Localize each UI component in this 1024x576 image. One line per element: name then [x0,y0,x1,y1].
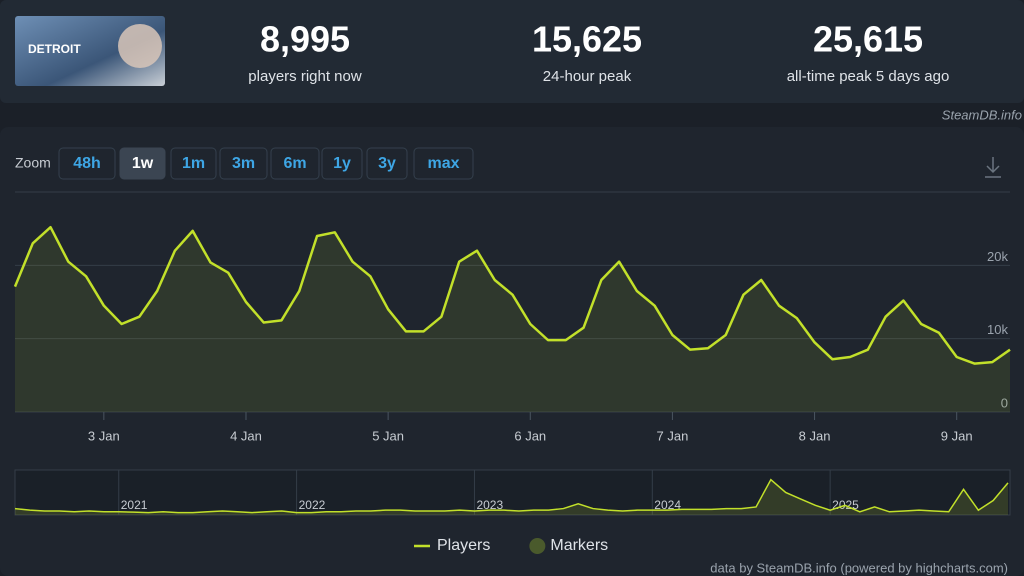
credit: data by SteamDB.info (powered by highcha… [710,560,1008,575]
stat-value: 8,995 [260,19,350,60]
navigator-area [15,479,1008,515]
year-label: 2023 [476,498,503,512]
year-label: 2021 [121,498,148,512]
stat-value: 15,625 [532,19,642,60]
zoom-button[interactable]: 6m [270,147,320,180]
zoom-button-bg [270,147,320,180]
zoom-button-label: 48h [73,155,101,172]
y-tick-label: 10k [987,322,1008,337]
zoom-button-label: 6m [283,155,306,172]
navigator [14,469,1011,516]
zoom-button-label: 1y [333,155,351,172]
x-tick-label: 9 Jan [941,428,973,443]
download-button[interactable] [985,157,1001,178]
y-tick-label: 20k [987,249,1008,264]
chart-panel [0,127,1024,576]
stat-label: all-time peak 5 days ago [787,68,950,85]
zoom-button[interactable]: 1w [119,147,166,180]
year-label: 2024 [654,498,681,512]
face-art [118,24,162,68]
zoom-button[interactable]: max [413,147,474,180]
zoom-button-bg [170,147,217,180]
zoom-button-label: 3m [232,155,255,172]
stat-label: players right now [248,68,362,85]
x-tick-label: 4 Jan [230,428,262,443]
y-tick-label: 0 [1001,395,1008,410]
zoom-button-bg [321,147,363,180]
zoom-button-bg [58,147,116,180]
zoom-label: Zoom [15,155,51,171]
zoom-button[interactable]: 1y [321,147,363,180]
zoom-button[interactable]: 48h [58,147,116,180]
zoom-button[interactable]: 1m [170,147,217,180]
year-label: 2022 [299,498,326,512]
x-tick-label: 7 Jan [657,428,689,443]
legend-item[interactable]: Markers [529,537,608,554]
header-panel [0,0,1024,103]
zoom-button-label: max [427,155,459,172]
x-tick-label: 8 Jan [799,428,831,443]
zoom-button[interactable]: 3m [219,147,268,180]
legend-item[interactable]: Players [414,537,490,554]
zoom-button-label: 1m [182,155,205,172]
x-tick-label: 5 Jan [372,428,404,443]
legend-swatch [529,538,546,554]
zoom-button-bg [366,147,408,180]
series-area [15,227,1010,412]
x-tick-label: 6 Jan [514,428,546,443]
zoom-button-label: 1w [132,155,154,172]
source: SteamDB.info [942,107,1022,122]
game-logo: DETROIT [28,42,81,56]
download-icon [986,165,1000,174]
zoom-button-bg [219,147,268,180]
series-line [13,225,1011,365]
legend-label: Markers [550,537,608,554]
navigator-line [14,478,1009,514]
zoom-button-bg [413,147,474,180]
zoom-button-label: 3y [378,155,396,172]
zoom-button[interactable]: 3y [366,147,408,180]
zoom-button-bg [119,147,166,180]
stat-value: 25,615 [813,19,923,60]
legend-label: Players [437,537,490,554]
stat-label: 24-hour peak [543,68,632,85]
x-tick-label: 3 Jan [88,428,120,443]
